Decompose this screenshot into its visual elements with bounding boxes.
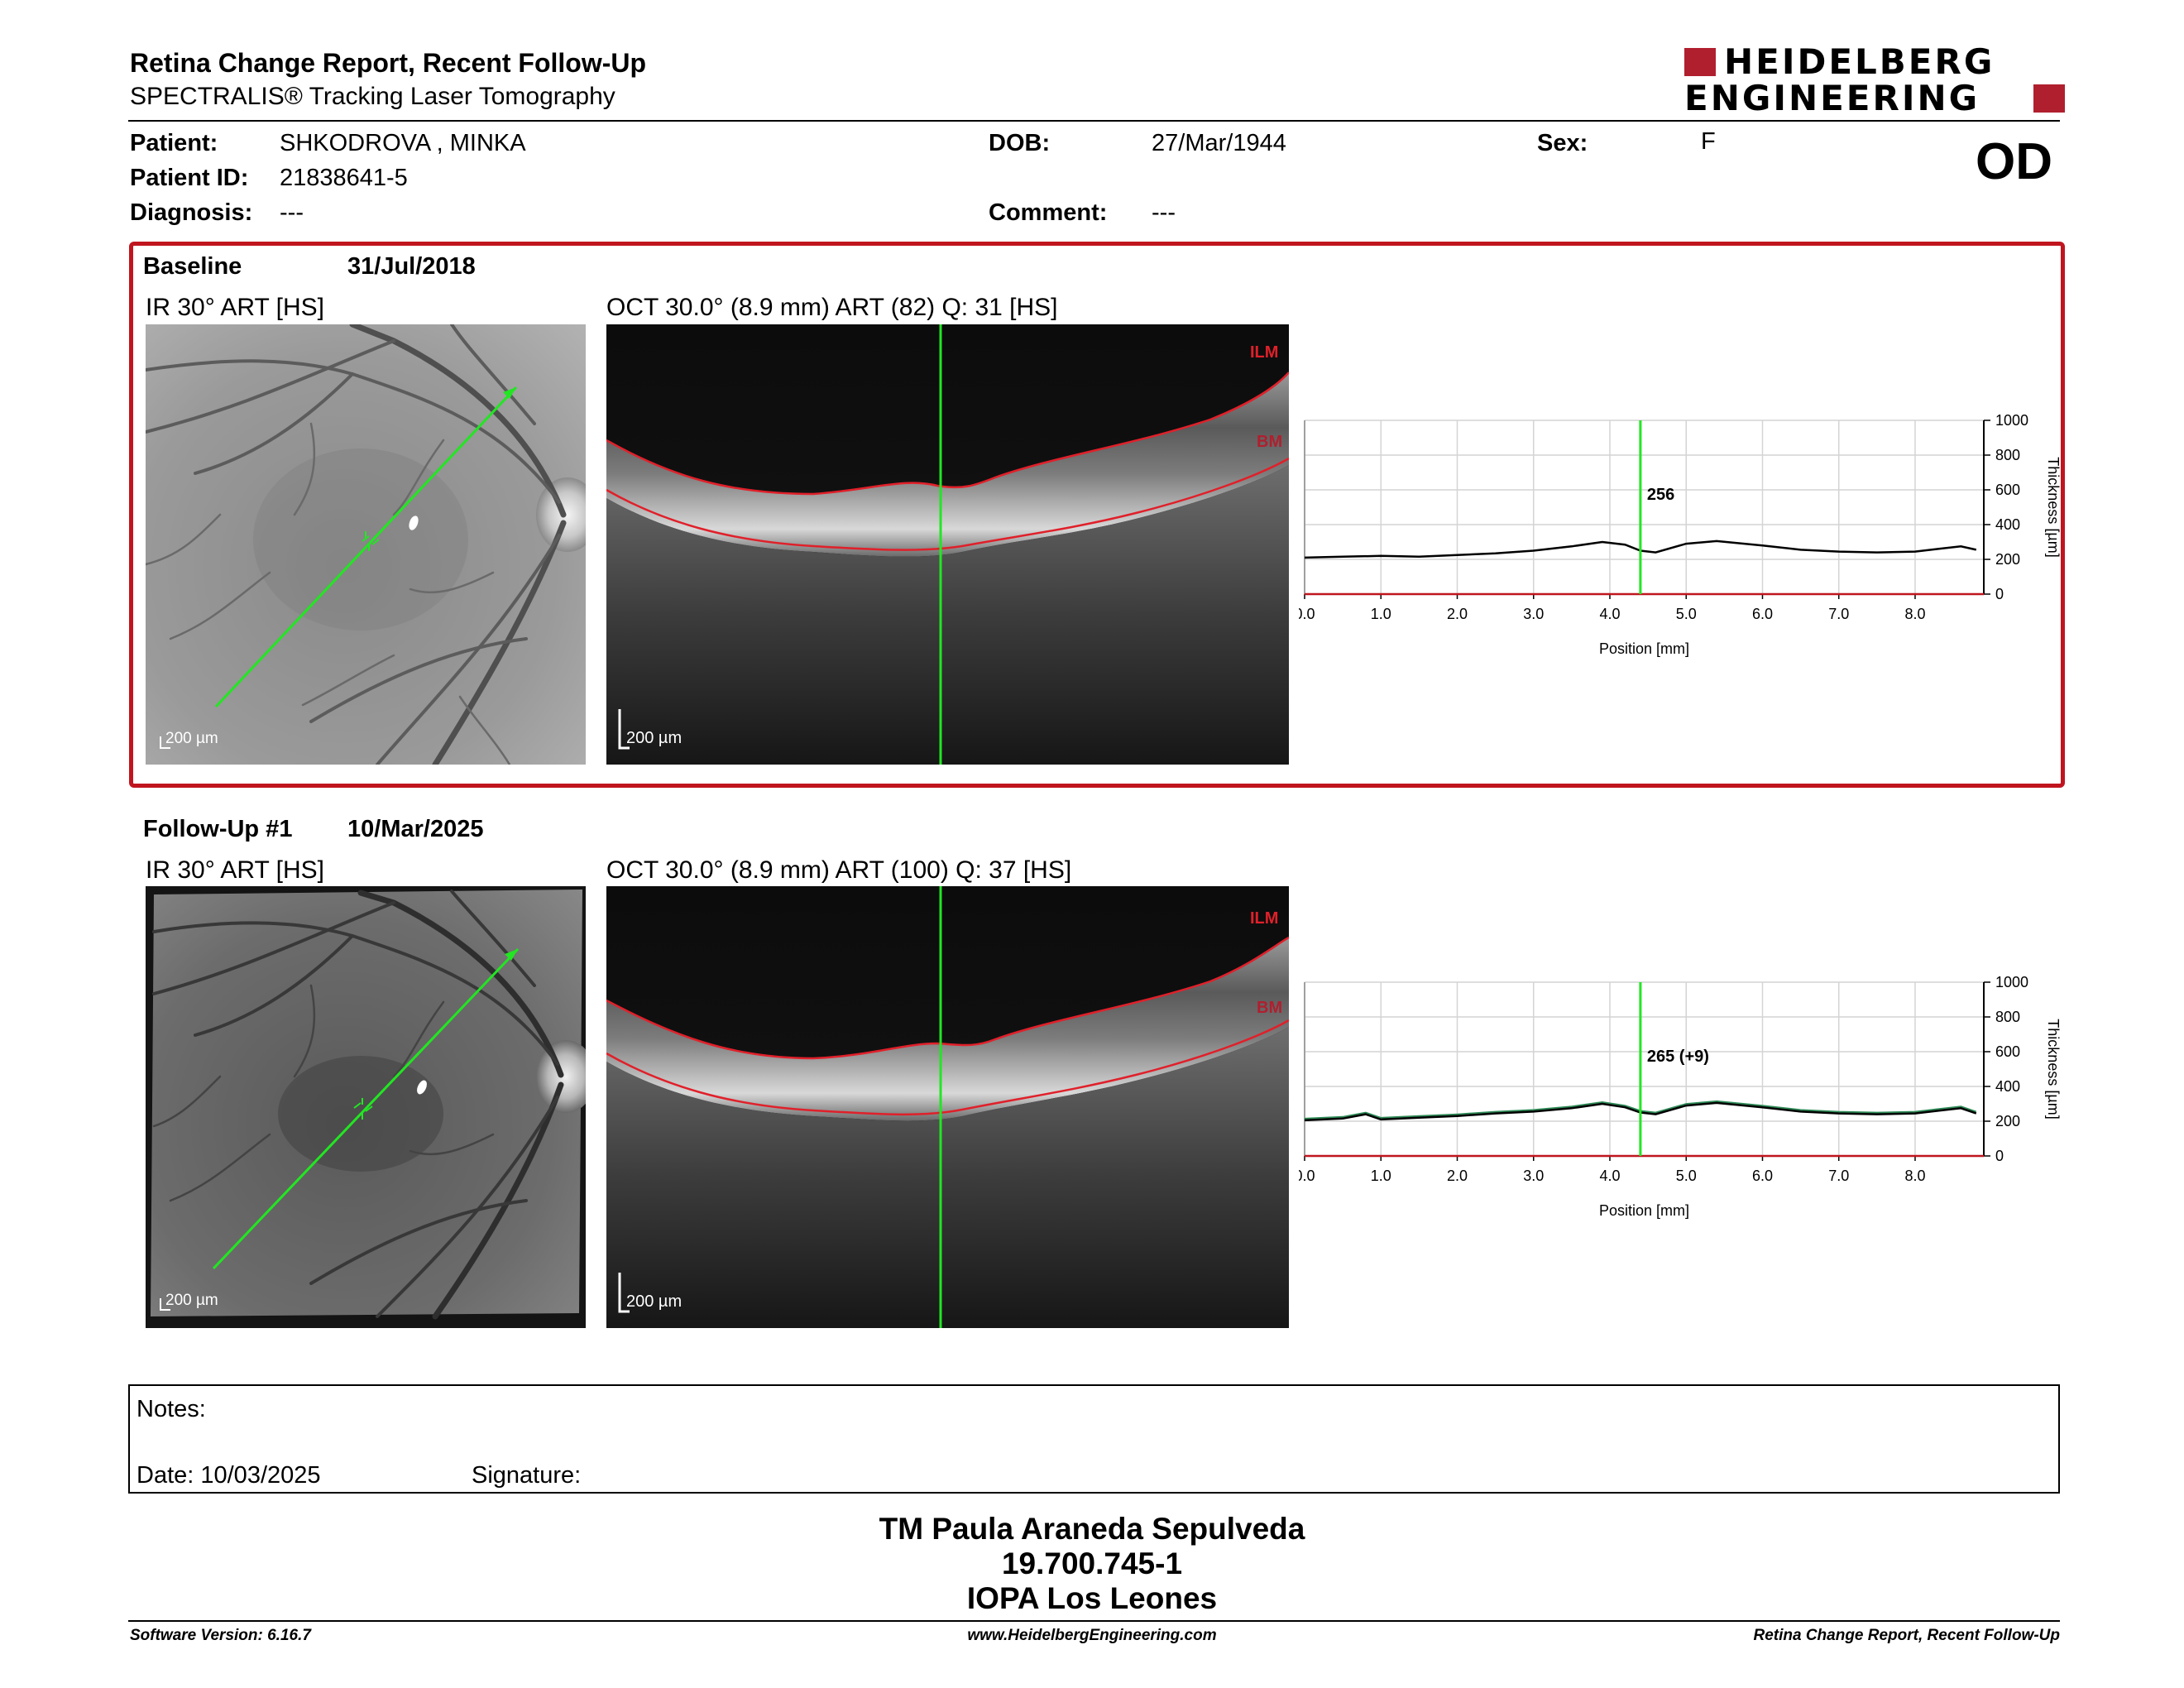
x-tick-label: 8.0 — [1904, 606, 1925, 622]
x-tick-label: 7.0 — [1828, 606, 1849, 622]
report-subtitle: SPECTRALIS® Tracking Laser Tomography — [130, 83, 615, 110]
baseline-panel — [129, 242, 2065, 788]
footer-url[interactable]: www.HeidelbergEngineering.com — [967, 1627, 1217, 1644]
logo-line-2: ENGINEERING — [1684, 78, 1980, 118]
x-tick-label: 2.0 — [1447, 606, 1468, 622]
eye-indicator: OD — [1976, 133, 2052, 190]
x-axis-label: Position [mm] — [1599, 1202, 1689, 1219]
sex-label: Sex: — [1537, 130, 1588, 156]
y-tick-label: 600 — [1995, 1043, 2020, 1060]
logo-line-1: HEIDELBERG — [1724, 41, 1995, 82]
notes-label: Notes: — [136, 1396, 206, 1422]
patient-label: Patient: — [130, 130, 218, 156]
plot-area — [1305, 420, 1984, 594]
x-tick-label: 3.0 — [1523, 606, 1544, 622]
x-tick-label: 5.0 — [1676, 1168, 1697, 1184]
notes-date: Date: 10/03/2025 — [136, 1462, 321, 1489]
cursor-thickness-label: 256 — [1647, 486, 1674, 504]
plot-area — [1305, 982, 1984, 1156]
baseline-ilm-label: ILM — [1250, 343, 1278, 362]
y-tick-label: 400 — [1995, 1078, 2020, 1095]
operator-id: 19.700.745-1 — [1001, 1547, 1183, 1580]
y-tick-label: 0 — [1995, 1148, 2004, 1164]
logo-square-icon — [1684, 48, 1716, 76]
dob-label: DOB: — [989, 130, 1051, 156]
comment-label: Comment: — [989, 199, 1108, 226]
header-divider — [128, 120, 2060, 122]
y-tick-label: 200 — [1995, 1113, 2020, 1129]
patient-name: SHKODROVA , MINKA — [280, 130, 526, 156]
y-tick-label: 1000 — [1995, 974, 2028, 990]
x-tick-label: 7.0 — [1828, 1168, 1849, 1184]
operator-name: TM Paula Araneda Sepulveda — [879, 1512, 1305, 1546]
y-tick-label: 800 — [1995, 447, 2020, 463]
baseline-thickness-chart: 0.0 1.0 2.0 3.0 4.0 5.0 6.0 7.0 8.0 0 200 400 600 800… — [1294, 405, 2076, 679]
y-tick-label: 400 — [1995, 516, 2020, 533]
y-tick-label: 800 — [1995, 1009, 2020, 1025]
followup-thickness-chart: 0.0 1.0 2.0 3.0 4.0 5.0 6.0 7.0 8.0 0 200 400 600 800… — [1294, 967, 2076, 1240]
followup-ir-image: 200 µm — [146, 886, 586, 1328]
followup-oct-image: ILM BM 200 µm — [606, 886, 1289, 1328]
logo-square-icon — [2033, 84, 2065, 113]
baseline-ir-title: IR 30° ART [HS] — [146, 294, 324, 321]
comment-value: --- — [1152, 199, 1176, 226]
cursor-thickness-label: 265 (+9) — [1647, 1048, 1709, 1066]
followup-ir-scale: 200 µm — [165, 1292, 218, 1309]
followup-bm-label: BM — [1257, 999, 1282, 1017]
dob-value: 27/Mar/1944 — [1152, 130, 1286, 156]
diagnosis-value: --- — [280, 199, 304, 226]
signature-label: Signature: — [472, 1462, 582, 1489]
x-tick-label: 6.0 — [1752, 1168, 1773, 1184]
x-tick-label: 4.0 — [1599, 606, 1620, 622]
thickness-profile-line — [1304, 539, 1977, 559]
x-tick-label: 1.0 — [1371, 1168, 1391, 1184]
followup-date: 10/Mar/2025 — [347, 816, 484, 842]
baseline-label: Baseline — [143, 253, 242, 280]
followup-label: Follow-Up #1 — [143, 816, 293, 842]
software-version: Software Version: 6.16.7 — [130, 1627, 311, 1644]
footer-divider — [128, 1620, 2060, 1622]
patient-id-label: Patient ID: — [130, 165, 249, 191]
baseline-oct-title: OCT 30.0° (8.9 mm) ART (82) Q: 31 [HS] — [606, 294, 1058, 321]
baseline-oct-image: ILM BM 200 µm — [606, 324, 1289, 765]
notes-box: Notes: Date: 10/03/2025 Signature: — [128, 1384, 2060, 1494]
baseline-bm-label: BM — [1257, 433, 1282, 451]
report-title: Retina Change Report, Recent Follow-Up — [130, 48, 647, 78]
x-tick-label: 6.0 — [1752, 606, 1773, 622]
followup-oct-scale: 200 µm — [626, 1292, 682, 1311]
x-tick-label: 0.0 — [1299, 606, 1315, 622]
x-tick-label: 1.0 — [1371, 606, 1391, 622]
x-tick-label: 4.0 — [1599, 1168, 1620, 1184]
sex-value: F — [1701, 128, 1716, 155]
heidelberg-logo: HEIDELBERG ENGINEERING — [1684, 41, 2065, 118]
footer-report-name: Retina Change Report, Recent Follow-Up — [1753, 1627, 2060, 1644]
x-tick-label: 3.0 — [1523, 1168, 1544, 1184]
x-tick-label: 0.0 — [1299, 1168, 1315, 1184]
x-tick-label: 5.0 — [1676, 606, 1697, 622]
baseline-ir-scale: 200 µm — [165, 730, 218, 747]
x-tick-label: 8.0 — [1904, 1168, 1925, 1184]
baseline-date: 31/Jul/2018 — [347, 253, 476, 280]
baseline-ir-image: 200 µm — [146, 324, 586, 765]
baseline-oct-scale: 200 µm — [626, 729, 682, 747]
y-tick-label: 600 — [1995, 482, 2020, 498]
y-axis-label: Thickness [µm] — [2045, 1019, 2062, 1119]
y-tick-label: 200 — [1995, 551, 2020, 568]
followup-ilm-label: ILM — [1250, 909, 1278, 928]
followup-ir-title: IR 30° ART [HS] — [146, 856, 324, 884]
x-axis-label: Position [mm] — [1599, 640, 1689, 657]
y-tick-label: 0 — [1995, 586, 2004, 602]
y-axis-label: Thickness [µm] — [2045, 457, 2062, 557]
operator-site: IOPA Los Leones — [966, 1581, 1218, 1615]
diagnosis-label: Diagnosis: — [130, 199, 253, 226]
x-tick-label: 2.0 — [1447, 1168, 1468, 1184]
followup-oct-title: OCT 30.0° (8.9 mm) ART (100) Q: 37 [HS] — [606, 856, 1072, 884]
patient-id: 21838641-5 — [280, 165, 408, 191]
y-tick-label: 1000 — [1995, 412, 2028, 429]
